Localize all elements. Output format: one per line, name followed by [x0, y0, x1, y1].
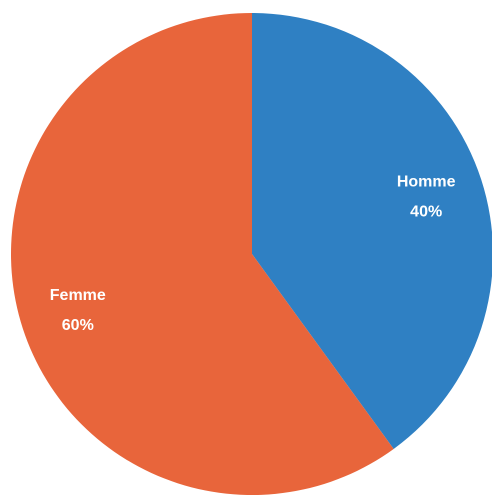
slice-category-label: Femme	[50, 287, 106, 304]
pie-slice	[11, 13, 394, 495]
slice-category-label: Homme	[397, 174, 456, 191]
slice-value-label: 60%	[62, 317, 94, 334]
pie-slice	[252, 13, 492, 449]
slice-value-label: 40%	[410, 204, 442, 221]
